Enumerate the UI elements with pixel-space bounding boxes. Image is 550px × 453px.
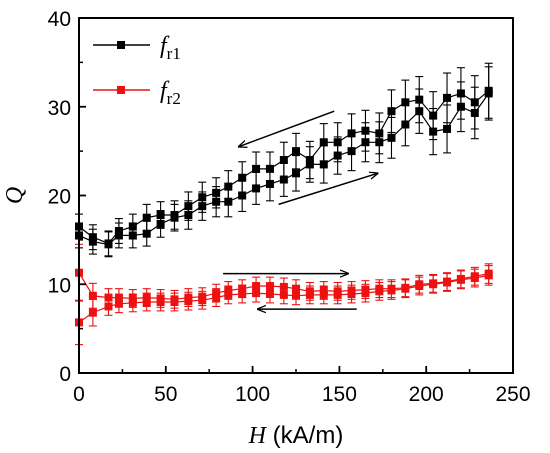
data-point <box>387 107 396 116</box>
data-point <box>170 295 179 304</box>
data-point <box>88 233 97 242</box>
series-fr1-decreasing <box>75 62 493 257</box>
data-point <box>279 175 288 184</box>
data-point <box>88 308 97 317</box>
data-point <box>470 272 479 281</box>
data-point <box>387 133 396 142</box>
y-tick-label: 40 <box>48 8 71 31</box>
x-tick-label: 0 <box>73 383 85 406</box>
data-point <box>415 280 424 289</box>
data-point <box>470 98 479 107</box>
plot-area <box>75 62 493 346</box>
data-point <box>429 279 438 288</box>
data-point <box>238 173 247 182</box>
legend-marker <box>117 41 125 49</box>
legend-entry-fr1: fr1 <box>93 33 181 63</box>
data-point <box>347 129 356 138</box>
series-fr1 <box>75 62 493 258</box>
data-point <box>292 147 300 156</box>
data-point <box>443 124 452 133</box>
data-point <box>361 285 370 294</box>
legend: fr1 fr2 <box>93 33 181 108</box>
data-point <box>142 213 151 222</box>
direction-arrow-left <box>239 110 335 147</box>
data-point <box>170 211 179 220</box>
x-tick-label: 200 <box>409 383 444 406</box>
data-point <box>224 286 233 295</box>
data-point <box>114 227 123 235</box>
data-point <box>252 184 261 193</box>
x-tick-label: 250 <box>495 383 530 406</box>
series-fr2-increasing <box>75 265 493 346</box>
y-tick-label: 0 <box>59 363 71 386</box>
data-point <box>128 222 137 231</box>
data-point <box>104 293 113 302</box>
data-point <box>198 292 207 301</box>
x-axis-title: H (kA/m) <box>248 422 344 449</box>
data-point <box>252 164 261 173</box>
legend-entry-fr2: fr2 <box>93 78 181 108</box>
y-axis-title: Q <box>2 187 28 204</box>
y-tick-label: 30 <box>48 97 71 120</box>
data-point <box>279 282 288 291</box>
data-point <box>319 160 328 169</box>
data-point <box>375 129 384 138</box>
x-tick-label: 50 <box>154 383 177 406</box>
data-point <box>429 111 438 120</box>
plot-frame <box>78 17 514 374</box>
data-point <box>319 286 328 295</box>
data-point <box>184 293 193 302</box>
data-point <box>252 282 261 291</box>
legend-label: fr2 <box>160 78 181 108</box>
data-point <box>156 294 165 303</box>
data-point <box>224 182 233 191</box>
data-point <box>265 282 274 291</box>
legend-marker <box>117 86 125 94</box>
data-point <box>347 286 356 295</box>
data-point <box>114 293 123 302</box>
data-point <box>443 93 452 102</box>
data-point <box>265 164 274 173</box>
data-point <box>319 138 328 147</box>
axes: 0 50 100 150 200 250 0 10 20 30 40 H (kA/m) Q <box>2 8 531 449</box>
data-point <box>484 86 493 95</box>
x-tick-label: 150 <box>322 383 357 406</box>
data-point <box>456 274 465 283</box>
data-point <box>305 287 314 296</box>
legend-label: fr1 <box>160 33 181 63</box>
y-tick-label: 10 <box>48 274 71 297</box>
data-point <box>88 291 97 300</box>
direction-arrow-right <box>278 173 378 206</box>
data-point <box>387 284 396 293</box>
data-point <box>401 98 410 107</box>
data-point <box>415 95 424 104</box>
data-point <box>279 156 288 164</box>
data-point <box>456 89 465 98</box>
data-point <box>198 193 207 202</box>
data-point <box>142 229 151 238</box>
data-point <box>375 284 384 293</box>
data-point <box>128 294 137 303</box>
data-point <box>184 202 193 211</box>
data-point <box>401 283 410 292</box>
data-point <box>212 289 221 298</box>
y-tick-label: 20 <box>48 186 71 209</box>
data-point <box>305 156 314 164</box>
data-point <box>333 287 342 296</box>
data-point <box>212 188 221 197</box>
data-point <box>333 138 342 147</box>
data-point <box>292 284 300 293</box>
data-point <box>104 239 113 248</box>
data-point <box>292 169 300 178</box>
data-point <box>484 269 493 278</box>
data-point <box>238 191 247 200</box>
series-fr2 <box>75 243 493 346</box>
x-tick-label: 100 <box>235 383 270 406</box>
data-point <box>361 126 370 135</box>
data-point <box>156 211 165 220</box>
data-point <box>142 293 151 302</box>
data-point <box>238 284 247 293</box>
data-point <box>443 277 452 286</box>
